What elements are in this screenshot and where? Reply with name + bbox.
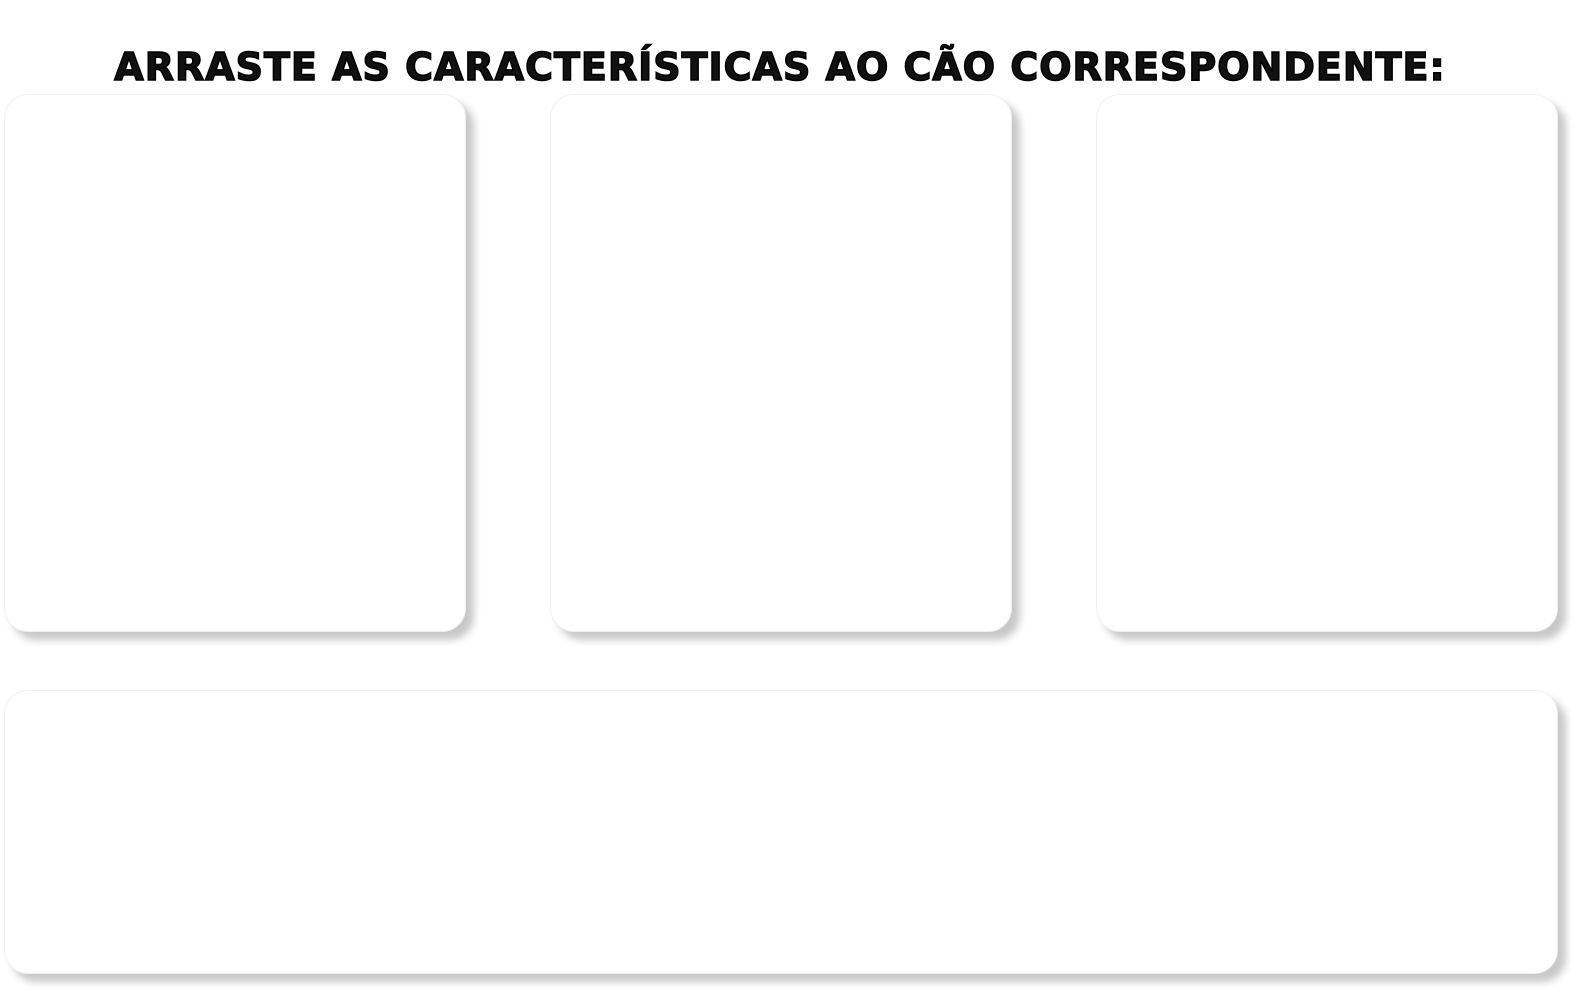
characteristics-tray[interactable] (4, 690, 1558, 974)
dog-drop-zone-2[interactable] (550, 94, 1012, 632)
instruction-title: ARRASTE AS CARACTERÍSTICAS AO CÃO CORRES… (114, 45, 1446, 91)
dog-drop-zone-3[interactable] (1096, 94, 1558, 632)
dog-drop-zone-1[interactable] (4, 94, 466, 632)
